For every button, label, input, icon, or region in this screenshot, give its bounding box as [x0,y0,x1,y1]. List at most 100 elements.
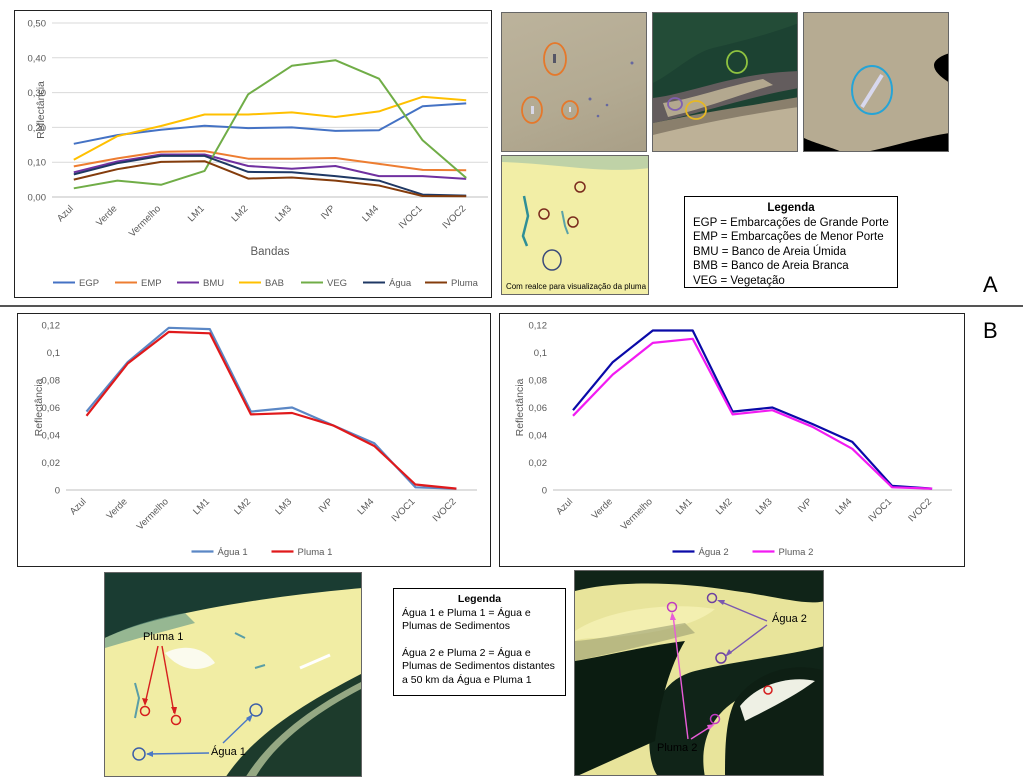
y-tick-label: 0,1 [534,348,547,359]
x-tick-label: Verde [94,203,119,228]
series-line [85,330,457,490]
legend-b-line: Plumas de Sedimentos distantes [402,660,555,672]
legend-label: Água 1 [218,547,248,558]
panel-b2-chart-frame [499,313,965,567]
legend-a-line: EMP = Embarcações de Menor Porte [693,231,884,243]
x-tick-label: LM1 [674,496,695,517]
x-tick-label: Verde [104,496,129,521]
boat-mark [605,103,609,107]
y-tick-label: 0,08 [529,376,548,387]
y-axis-label: Reflectância [35,81,47,139]
y-tick-label: 0 [55,486,60,497]
agua2-marker [715,652,727,664]
legend-b-title: Legenda [457,593,502,605]
photo-sediment-2-overlay [575,571,823,775]
emp-marker [521,96,543,124]
x-tick-label: LM2 [714,496,735,517]
y-tick-label: 0,08 [42,376,61,387]
photo-sediment-2: Água 2 Pluma 2 [574,570,824,776]
egp-marker [851,65,893,115]
photo-enhanced-plume-overlay [502,156,648,294]
emp-marker [561,100,579,120]
y-tick-label: 0,20 [28,123,47,134]
photo-vegetation-overlay [653,13,797,151]
series-line [73,102,467,145]
legend-label: BAB [265,278,284,289]
label-agua1: Água 1 [211,746,246,758]
x-tick-label: LM2 [229,203,250,224]
pluma2-marker [709,713,721,725]
y-axis-label: Reflectância [33,378,45,436]
series-line [73,150,467,172]
water-marker [542,249,562,271]
legend-b-line [402,634,557,647]
x-tick-label: LM3 [273,496,294,517]
legend-a-line: BMU = Banco de Areia Úmida [693,245,847,258]
legend-b: Legenda Água 1 e Pluma 1 = Água e Plumas… [393,588,566,696]
photo-vegetation [652,12,798,152]
series-line [73,160,467,198]
pluma1-marker [139,705,151,717]
legend-label: BMU [203,278,224,289]
pluma1-marker [170,714,182,726]
y-tick-label: 0,06 [529,403,548,414]
series-line [73,154,467,197]
x-tick-label: IVP [796,496,815,515]
x-tick-label: Vermelho [127,203,163,239]
legend-label: Água [389,278,412,289]
y-tick-label: 0,12 [42,321,61,332]
series-line [572,337,933,490]
legend-label: VEG [327,278,347,289]
x-tick-label: IVOC2 [440,203,468,231]
photo-vessels-overlay [521,42,634,124]
series-line [73,153,467,180]
photo-enhanced-plume: Com realce para visualização da pluma [501,155,649,295]
y-tick-label: 0,06 [42,403,61,414]
legend-b-line: Plumas de Sedimentos [402,620,510,632]
panel-divider [0,305,1023,307]
x-tick-label: IVP [317,496,336,515]
legend-a-line: BMB = Banco de Areia Branca [693,260,849,272]
pluma2-marker [666,601,678,613]
legend-b-line: Água 1 e Pluma 1 = Água e [402,606,531,619]
legend-a-title: Legenda [767,202,815,214]
y-tick-label: 0,04 [529,431,548,442]
chart-b2: 0 0,02 0,04 0,06 0,08 0,1 0,12 Azul Verde Vermelh… [514,321,952,558]
plume-marker [574,181,586,193]
agua1-arrow [222,715,252,744]
bmu-marker [667,97,683,111]
boat-mark [531,106,534,114]
photo-sediment-1: Pluma 1 Água 1 [104,572,362,777]
x-tick-label: LM2 [232,496,253,517]
legend-a-line: EGP = Embarcações de Grande Porte [693,216,889,229]
series-line [73,95,467,161]
y-axis-label: Reflectância [514,378,526,436]
y-tick-label: 0 [542,486,547,497]
emp-marker [543,42,567,76]
bab-marker [685,100,707,120]
x-tick-label: LM4 [360,203,381,224]
legend-label: Água 2 [699,547,729,558]
boat-mark [569,107,571,112]
plume-marker [538,208,550,220]
x-axis-label: Bandas [250,246,289,258]
pluma-marker [763,685,773,695]
x-tick-label: Vermelho [619,496,655,532]
y-tick-label: 0,50 [28,19,47,30]
agua2-arrow [718,600,768,622]
legend-label: EGP [79,278,99,289]
y-tick-label: 0,12 [529,321,548,332]
x-tick-label: LM3 [273,203,294,224]
legend-b-line: a 50 km da Água e Pluma 1 [402,673,532,686]
photo-sediment-1-overlay [105,573,361,776]
agua1-marker [249,703,263,717]
x-tick-label: LM3 [754,496,775,517]
boat-mark [553,54,556,63]
x-tick-label: IVOC1 [866,496,894,524]
pluma1-arrow [161,645,175,714]
chart-a: 0,00 0,10 0,20 0,30 0,40 0,50 Azul Verde Vermelh… [28,19,488,289]
series-line [572,329,933,490]
x-tick-label: Azul [68,496,89,517]
photo-large-vessel-overlay [804,13,948,151]
agua1-marker [132,747,146,761]
